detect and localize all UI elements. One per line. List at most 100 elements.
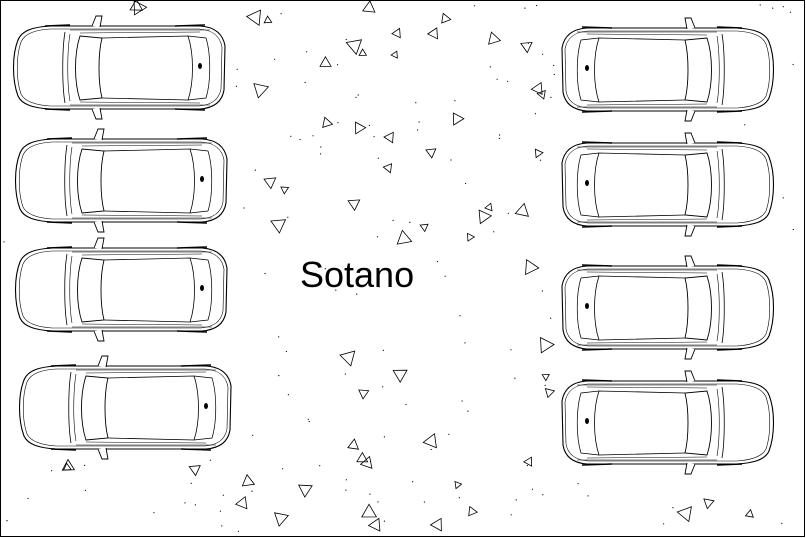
hatch-dot [448,433,450,435]
hatch-triangle [676,506,692,523]
hatch-dot [237,530,239,532]
hatch-triangle [391,27,401,39]
hatch-triangle [129,0,144,11]
hatch-dot [541,290,544,292]
hatch-dot [184,502,186,504]
hatch-dot [221,525,223,527]
hatch-triangle [322,116,334,128]
hatch-dot [465,182,467,185]
hatch-dot [383,520,385,522]
hatch-triangle [744,508,754,518]
hatch-dot [417,129,419,131]
car-top-view-icon [12,15,226,120]
hatch-dot [319,465,321,467]
hatch-dot [368,124,370,126]
hatch-triangle [356,451,369,463]
hatch-triangle [347,199,361,212]
hatch-dot [280,13,282,15]
hatch-triangle [280,186,290,195]
hatch-dot [285,350,287,353]
hatch-triangle [355,121,367,135]
hatch-dot [376,236,379,238]
hatch-dot [304,81,306,84]
hatch-dot [356,293,358,295]
hatch-dot [553,73,555,76]
hatch-dot [473,5,475,7]
hatch-triangle [241,473,256,487]
hatch-dot [781,522,783,525]
hatch-dot [542,53,544,55]
hatch-dot [672,507,674,509]
hatch-dot [377,157,379,159]
hatch-triangle [452,112,465,126]
hatch-dot [382,386,384,388]
hatch-dot [335,289,337,291]
hatch-triangle [270,219,287,234]
hatch-dot [444,275,446,277]
hatch-dot [382,349,384,351]
hatch-dot [319,153,322,155]
hatch-dot [306,51,308,53]
hatch-triangle [234,495,248,510]
hatch-dot [542,494,544,496]
hatch-triangle [253,83,270,99]
hatch-dot [496,78,498,80]
hatch-triangle [467,232,476,242]
hatch-triangle [62,462,72,471]
hatch-dot [464,342,466,344]
hatch-dot [789,11,792,13]
hatch-triangle [426,27,438,40]
concrete-hatch [3,0,794,532]
hatch-triangle [245,9,261,27]
hatch-dot [274,58,276,60]
hatch-dot [507,212,509,214]
hatch-triangle [468,505,479,517]
hatch-triangle [392,369,408,383]
hatch-dot [222,494,224,496]
hatch-dot [6,520,8,522]
hatch-dot [251,490,253,492]
hatch-dot [539,159,542,161]
room-label: Sotano [300,254,415,295]
hatch-dot [507,80,509,82]
hatch-triangle [361,503,378,518]
hatch-dot [337,122,339,124]
hatch-dot [536,4,538,7]
hatch-triangle [273,512,290,527]
hatch-triangle [396,229,413,245]
hatch-dot [345,479,347,481]
hatch-dot [782,6,784,8]
hatch-dot [759,4,761,6]
hatch-dot [345,38,347,41]
hatch-triangle [347,438,360,450]
hatch-triangle [298,484,313,498]
hatch-triangle [425,148,437,159]
hatch-dot [355,96,357,98]
hatch-dot [320,146,322,148]
hatch-dot [499,134,501,136]
hatch-dot [405,403,407,406]
hatch-dot [3,241,5,243]
hatch-triangle [454,480,463,490]
hatch-dot [663,523,665,525]
hatch-dot [324,268,326,270]
car-top-view-icon [14,128,228,233]
hatch-triangle [478,209,493,225]
hatch-dot [373,136,375,138]
hatch-dot [510,514,512,516]
hatch-triangle [536,89,546,100]
hatch-dot [153,512,155,514]
hatch-triangle [359,455,373,469]
hatch-triangle [383,131,394,144]
hatch-dot [418,121,420,123]
hatch-dot [587,495,589,497]
hatch-dot [772,7,774,9]
hatch-dot [792,228,794,231]
hatch-dot [357,94,359,96]
hatch-dot [409,221,411,223]
hatch-dot [415,102,417,104]
hatch-dot [461,400,463,402]
hatch-dot [287,216,289,218]
hatch-triangle [263,15,273,24]
